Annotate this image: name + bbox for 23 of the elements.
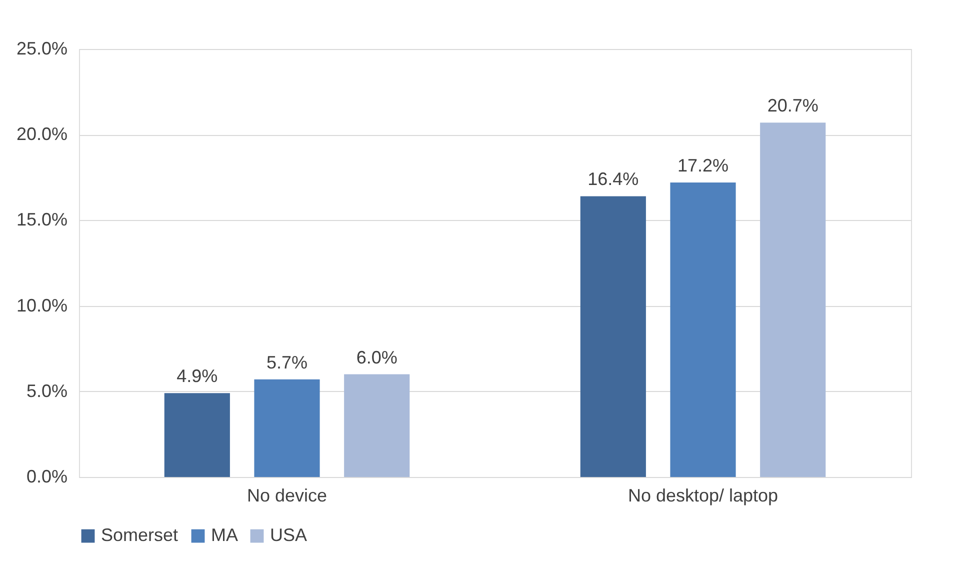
bar (344, 374, 410, 477)
bar (254, 379, 320, 477)
legend-label: USA (270, 525, 308, 545)
x-tick-label: No desktop/ laptop (628, 486, 778, 506)
y-tick-label: 10.0% (16, 295, 68, 316)
data-label: 5.7% (266, 352, 308, 372)
data-label: 20.7% (767, 96, 818, 116)
bar (760, 122, 826, 477)
y-tick-label: 20.0% (16, 124, 68, 144)
data-label: 4.9% (176, 366, 218, 386)
legend-label: MA (211, 525, 238, 545)
y-tick-label: 25.0% (16, 38, 68, 58)
data-label: 6.0% (356, 347, 398, 368)
bar (580, 196, 646, 477)
bar (670, 182, 736, 477)
y-tick-label: 15.0% (16, 210, 68, 230)
y-tick-label: 5.0% (26, 380, 68, 401)
x-tick-label: No device (246, 486, 328, 506)
legend-label: Somerset (101, 525, 178, 545)
y-tick-label: 0.0% (26, 466, 68, 486)
data-label: 17.2% (677, 156, 729, 176)
bar (164, 393, 230, 477)
data-label: 16.4% (588, 169, 639, 190)
